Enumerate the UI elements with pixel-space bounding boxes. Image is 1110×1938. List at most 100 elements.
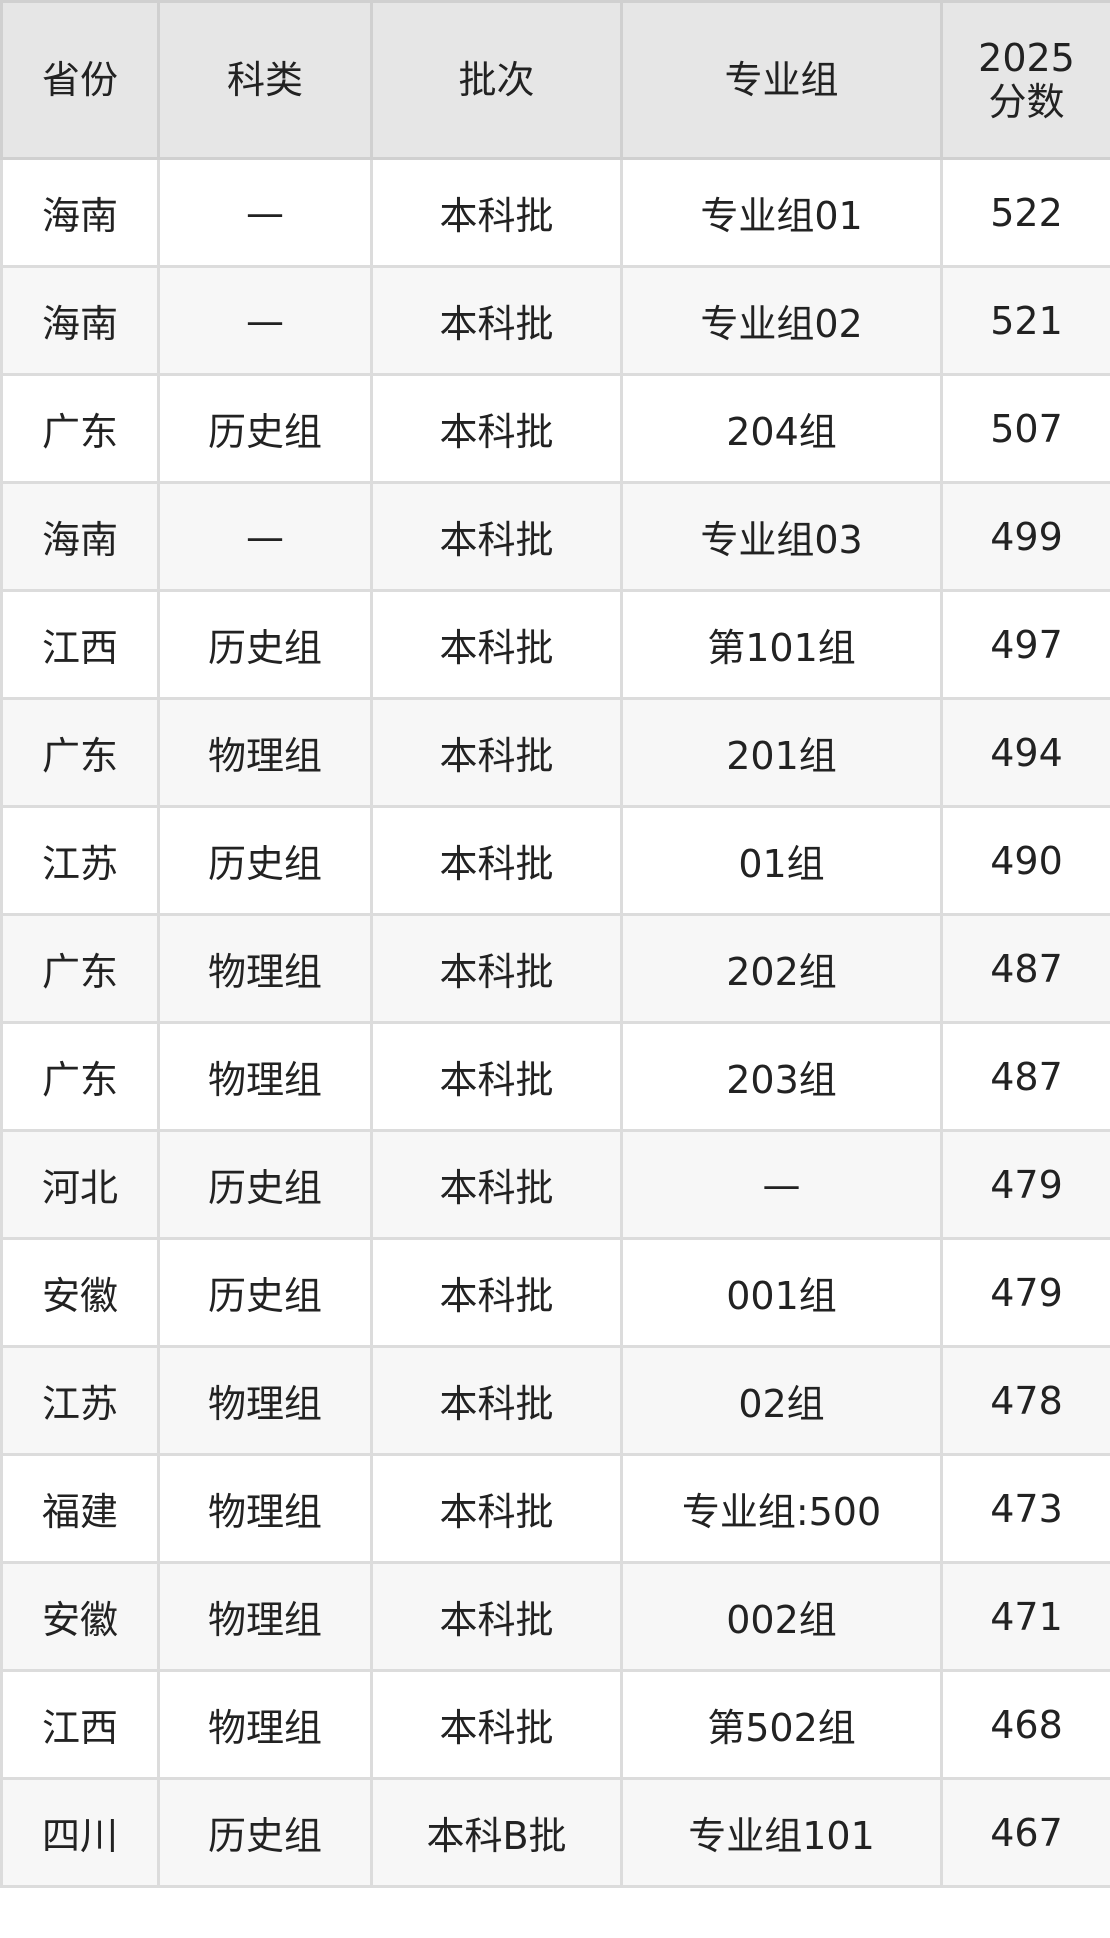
- cell-category: 物理组: [157, 1345, 373, 1456]
- cell-province: 安徽: [0, 1237, 160, 1348]
- cell-category: —: [157, 481, 373, 592]
- cell-major-group: 001组: [620, 1237, 943, 1348]
- cell-province: 海南: [0, 157, 160, 268]
- cell-major-group: 专业组101: [620, 1777, 943, 1888]
- cell-province: 广东: [0, 913, 160, 1024]
- header-batch: 批次: [370, 0, 623, 160]
- cell-major-group: 204组: [620, 373, 943, 484]
- cell-category: 历史组: [157, 1237, 373, 1348]
- table-row: 广东 物理组 本科批 203组 487: [0, 1021, 1110, 1132]
- cell-batch: 本科批: [370, 373, 623, 484]
- cell-major-group: 专业组01: [620, 157, 943, 268]
- cell-province: 广东: [0, 373, 160, 484]
- cell-score: 471: [940, 1561, 1110, 1672]
- header-province: 省份: [0, 0, 160, 160]
- cell-batch: 本科批: [370, 1021, 623, 1132]
- cell-batch: 本科批: [370, 157, 623, 268]
- table-row: 安徽 历史组 本科批 001组 479: [0, 1237, 1110, 1348]
- header-score-label: 分数: [988, 80, 1065, 124]
- cell-batch: 本科批: [370, 1237, 623, 1348]
- cell-category: 历史组: [157, 1129, 373, 1240]
- cell-province: 江苏: [0, 1345, 160, 1456]
- header-category: 科类: [157, 0, 373, 160]
- cell-province: 江苏: [0, 805, 160, 916]
- cell-score: 468: [940, 1669, 1110, 1780]
- cell-score: 499: [940, 481, 1110, 592]
- cell-major-group: 203组: [620, 1021, 943, 1132]
- cell-category: 历史组: [157, 373, 373, 484]
- header-major-group: 专业组: [620, 0, 943, 160]
- cell-score: 473: [940, 1453, 1110, 1564]
- cell-major-group: 专业组02: [620, 265, 943, 376]
- cell-category: 历史组: [157, 589, 373, 700]
- cell-batch: 本科批: [370, 805, 623, 916]
- cell-category: 历史组: [157, 805, 373, 916]
- table-row: 江苏 物理组 本科批 02组 478: [0, 1345, 1110, 1456]
- cell-batch: 本科批: [370, 1561, 623, 1672]
- cell-major-group: 201组: [620, 697, 943, 808]
- table-row: 海南 — 本科批 专业组03 499: [0, 481, 1110, 592]
- cell-category: 历史组: [157, 1777, 373, 1888]
- cell-batch: 本科B批: [370, 1777, 623, 1888]
- cell-score: 497: [940, 589, 1110, 700]
- table-row: 安徽 物理组 本科批 002组 471: [0, 1561, 1110, 1672]
- cell-province: 河北: [0, 1129, 160, 1240]
- cell-score: 494: [940, 697, 1110, 808]
- header-year: 2025: [978, 36, 1075, 80]
- cell-province: 四川: [0, 1777, 160, 1888]
- table-row: 江苏 历史组 本科批 01组 490: [0, 805, 1110, 916]
- cell-category: 物理组: [157, 1453, 373, 1564]
- cell-category: 物理组: [157, 913, 373, 1024]
- table-row: 江西 历史组 本科批 第101组 497: [0, 589, 1110, 700]
- cell-category: 物理组: [157, 1561, 373, 1672]
- cell-batch: 本科批: [370, 1669, 623, 1780]
- table-row: 四川 历史组 本科B批 专业组101 467: [0, 1777, 1110, 1888]
- cell-category: —: [157, 157, 373, 268]
- cell-batch: 本科批: [370, 697, 623, 808]
- cell-batch: 本科批: [370, 265, 623, 376]
- cell-score: 521: [940, 265, 1110, 376]
- cell-major-group: 专业组:500: [620, 1453, 943, 1564]
- cell-score: 479: [940, 1237, 1110, 1348]
- cell-score: 478: [940, 1345, 1110, 1456]
- cell-major-group: 02组: [620, 1345, 943, 1456]
- cell-major-group: 01组: [620, 805, 943, 916]
- cell-major-group: —: [620, 1129, 943, 1240]
- score-table: 省份 科类 批次 专业组 2025 分数 海南 — 本科批 专业组01 522 海南 — 本科批…: [0, 0, 1110, 1888]
- table-row: 福建 物理组 本科批 专业组:500 473: [0, 1453, 1110, 1564]
- cell-score: 487: [940, 1021, 1110, 1132]
- cell-batch: 本科批: [370, 481, 623, 592]
- cell-batch: 本科批: [370, 589, 623, 700]
- table-row: 广东 历史组 本科批 204组 507: [0, 373, 1110, 484]
- cell-batch: 本科批: [370, 1129, 623, 1240]
- cell-major-group: 第101组: [620, 589, 943, 700]
- cell-score: 467: [940, 1777, 1110, 1888]
- cell-batch: 本科批: [370, 913, 623, 1024]
- table-row: 海南 — 本科批 专业组01 522: [0, 157, 1110, 268]
- cell-major-group: 第502组: [620, 1669, 943, 1780]
- cell-category: 物理组: [157, 1021, 373, 1132]
- cell-province: 海南: [0, 265, 160, 376]
- table-row: 海南 — 本科批 专业组02 521: [0, 265, 1110, 376]
- cell-major-group: 002组: [620, 1561, 943, 1672]
- cell-score: 479: [940, 1129, 1110, 1240]
- cell-batch: 本科批: [370, 1453, 623, 1564]
- cell-batch: 本科批: [370, 1345, 623, 1456]
- table-row: 河北 历史组 本科批 —479: [0, 1129, 1110, 1240]
- cell-score: 487: [940, 913, 1110, 1024]
- header-score: 2025 分数: [940, 0, 1110, 160]
- cell-province: 海南: [0, 481, 160, 592]
- cell-province: 福建: [0, 1453, 160, 1564]
- cell-category: 物理组: [157, 1669, 373, 1780]
- cell-category: —: [157, 265, 373, 376]
- header-row: 省份 科类 批次 专业组 2025 分数: [0, 0, 1110, 160]
- cell-score: 522: [940, 157, 1110, 268]
- cell-province: 江西: [0, 589, 160, 700]
- table-row: 广东 物理组 本科批 202组 487: [0, 913, 1110, 1024]
- cell-province: 广东: [0, 697, 160, 808]
- cell-category: 物理组: [157, 697, 373, 808]
- cell-score: 490: [940, 805, 1110, 916]
- cell-major-group: 专业组03: [620, 481, 943, 592]
- cell-province: 广东: [0, 1021, 160, 1132]
- cell-score: 507: [940, 373, 1110, 484]
